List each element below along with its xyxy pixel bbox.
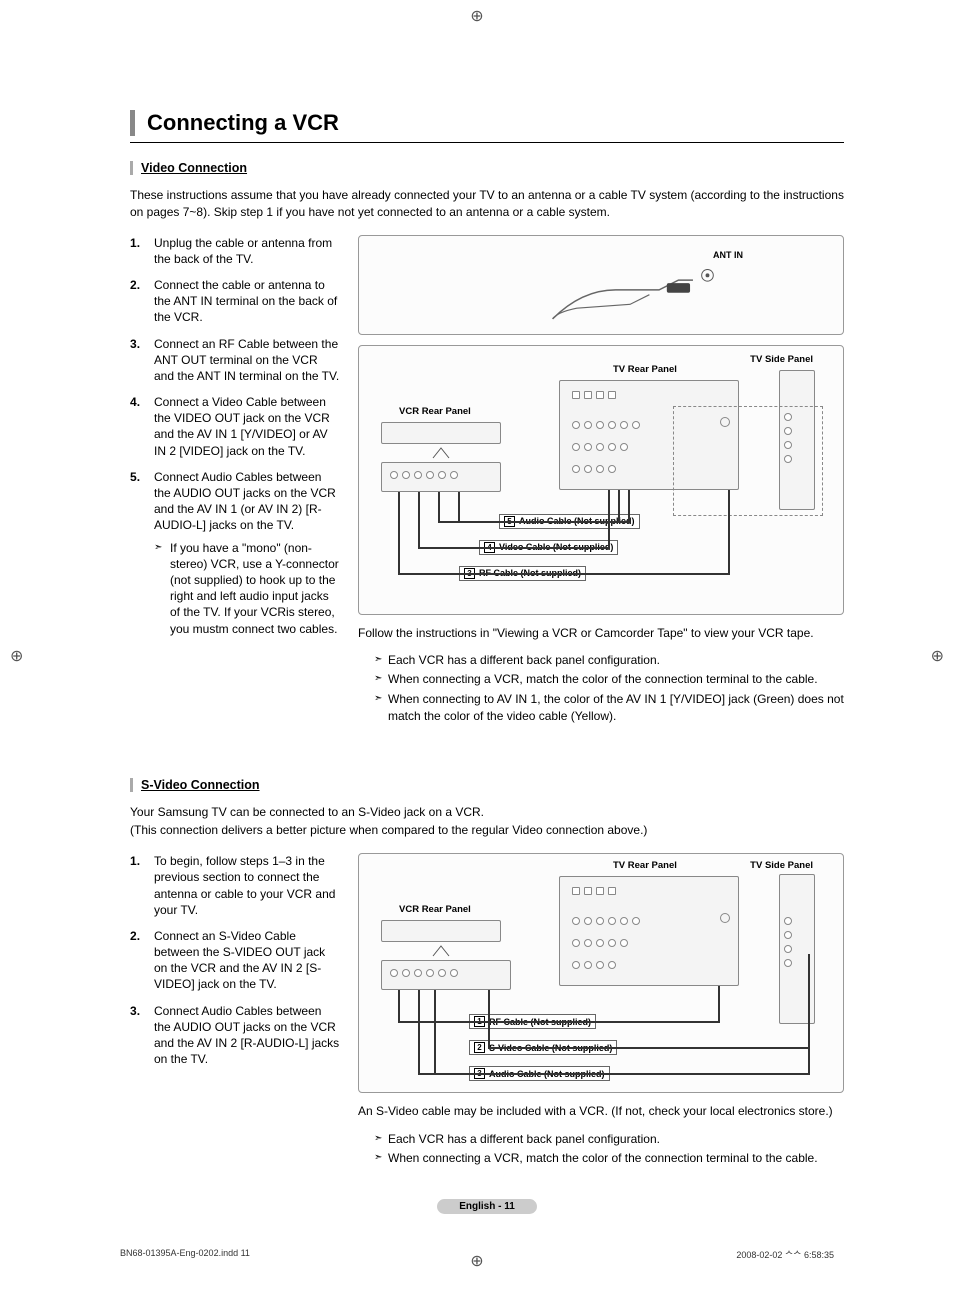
note: When connecting a VCR, match the color o… <box>374 671 844 688</box>
step: Connect Audio Cables between the AUDIO O… <box>130 469 340 637</box>
section2-notes: Each VCR has a different back panel conf… <box>358 1131 844 1168</box>
section2-intro2: (This connection delivers a better pictu… <box>130 822 844 839</box>
section-heading-svideo: S-Video Connection <box>130 778 844 792</box>
section2-intro1: Your Samsung TV can be connected to an S… <box>130 804 844 821</box>
page-title: Connecting a VCR <box>130 110 844 136</box>
cable-paths <box>359 346 843 614</box>
section1-notes: Each VCR has a different back panel conf… <box>358 652 844 726</box>
cable-paths <box>359 854 843 1092</box>
step: Connect Audio Cables between the AUDIO O… <box>130 1003 340 1068</box>
section1-steps: Unplug the cable or antenna from the bac… <box>130 235 340 637</box>
section2-steps: To begin, follow steps 1–3 in the previo… <box>130 853 340 1067</box>
registration-mark-icon: ⊕ <box>470 1251 483 1271</box>
diagram-video-connection: TV Rear Panel TV Side Panel VCR Rear Pan… <box>358 345 844 615</box>
title-divider <box>130 142 844 143</box>
step: Connect a Video Cable between the VIDEO … <box>130 394 340 459</box>
svideo-follow: An S-Video cable may be included with a … <box>358 1103 844 1120</box>
diagram-svideo-connection: TV Rear Panel TV Side Panel VCR Rear Pan… <box>358 853 844 1093</box>
registration-mark-icon: ⊕ <box>10 646 23 666</box>
note: Each VCR has a different back panel conf… <box>374 1131 844 1148</box>
page-number-badge: English - 11 <box>437 1199 537 1214</box>
diagram-ant-in: ANT IN <box>358 235 844 335</box>
follow-instructions: Follow the instructions in "Viewing a VC… <box>358 625 844 642</box>
registration-mark-icon: ⊕ <box>931 646 944 666</box>
note: When connecting a VCR, match the color o… <box>374 1150 844 1167</box>
hand-plug-icon <box>359 236 843 334</box>
step: Connect the cable or antenna to the ANT … <box>130 277 340 326</box>
note: When connecting to AV IN 1, the color of… <box>374 691 844 726</box>
section-heading-video: Video Connection <box>130 161 844 175</box>
step: To begin, follow steps 1–3 in the previo… <box>130 853 340 918</box>
note: Each VCR has a different back panel conf… <box>374 652 844 669</box>
registration-mark-icon: ⊕ <box>470 6 483 26</box>
footer-timestamp: 2008-02-02 ᄉᄉ 6:58:35 <box>736 1248 834 1261</box>
step: Connect an RF Cable between the ANT OUT … <box>130 336 340 385</box>
step: Unplug the cable or antenna from the bac… <box>130 235 340 267</box>
footer-filename: BN68-01395A-Eng-0202.indd 11 <box>120 1248 250 1261</box>
step-note: If you have a "mono" (non-stereo) VCR, u… <box>154 540 340 637</box>
step: Connect an S-Video Cable between the S-V… <box>130 928 340 993</box>
section1-intro: These instructions assume that you have … <box>130 187 844 221</box>
